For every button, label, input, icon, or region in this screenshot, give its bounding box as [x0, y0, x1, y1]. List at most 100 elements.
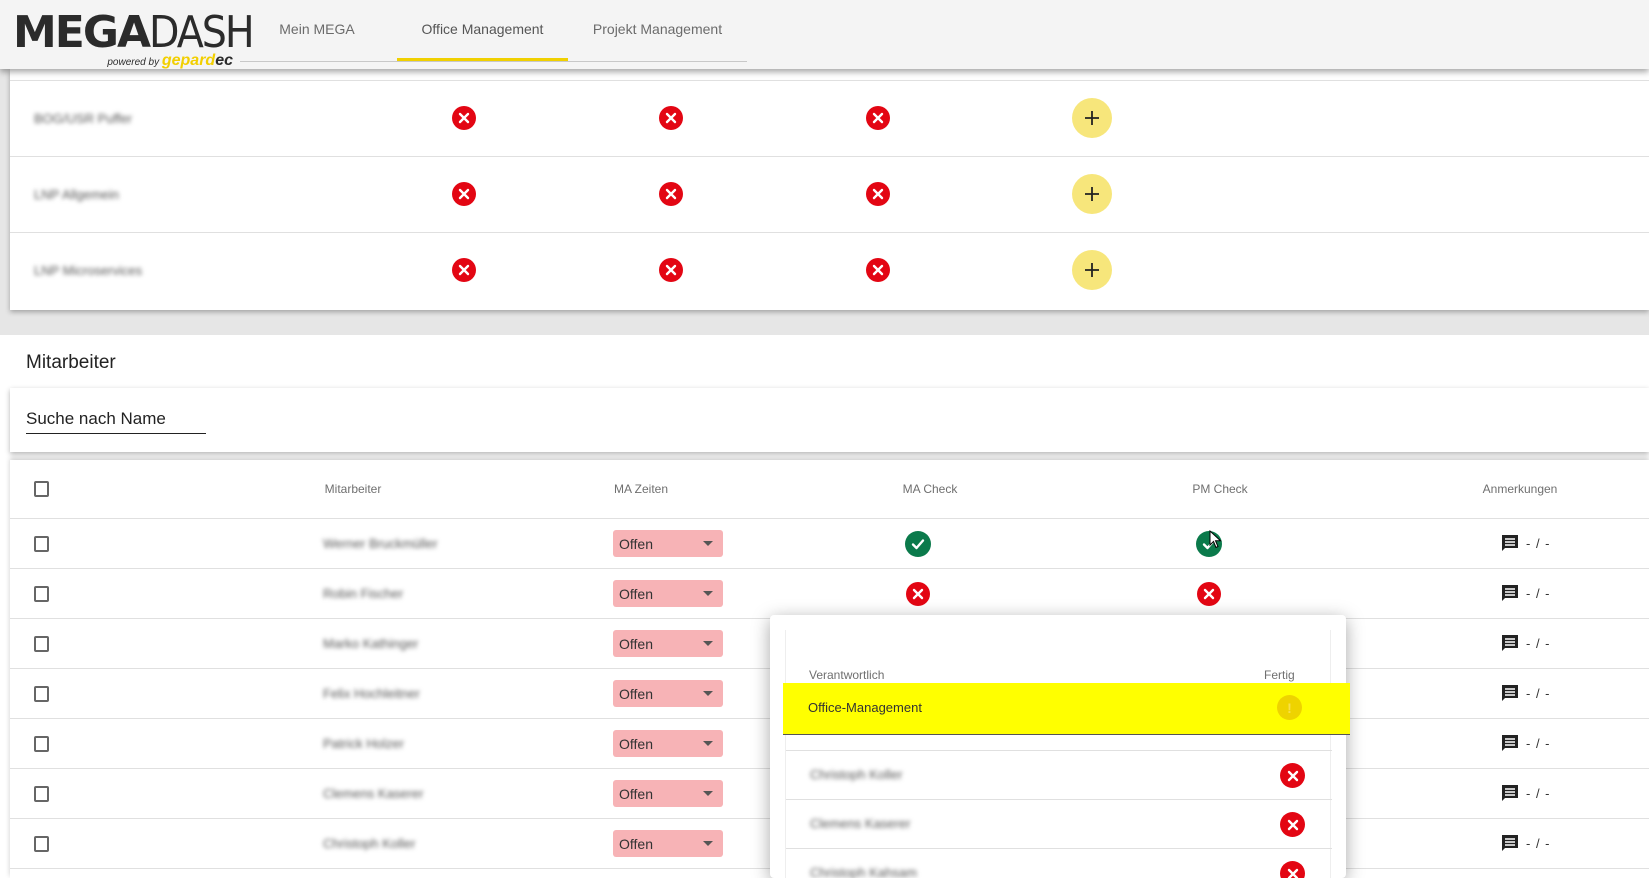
comment-icon: [1502, 535, 1518, 551]
row-checkbox[interactable]: [34, 736, 49, 752]
comment-icon: [1502, 685, 1518, 701]
popup-header-verantwortlich: Verantwortlich: [809, 668, 885, 682]
logo-text: MEGADASH: [13, 7, 255, 58]
table-row: Werner Bruckmüller Offen - / -: [10, 518, 1649, 568]
caret-down-icon: [703, 641, 713, 646]
x-circle-icon: [866, 106, 890, 130]
x-circle-icon: [866, 258, 890, 282]
notes-button[interactable]: - / -: [1500, 783, 1551, 803]
select-value: Offen: [619, 586, 653, 602]
x-circle-icon: [452, 106, 476, 130]
x-circle-icon: [659, 258, 683, 282]
ma-zeiten-select[interactable]: Offen: [613, 780, 723, 807]
gepardec-brand: gepardec: [162, 52, 233, 69]
popup-row: Clemens Kaserer: [786, 799, 1332, 848]
project-row: BOG/USR Puffer: [10, 80, 1649, 156]
x-circle-icon: [452, 182, 476, 206]
project-name: BOG/USR Puffer: [34, 111, 133, 126]
table-row: Robin Fischer Offen - / -: [10, 568, 1649, 618]
row-checkbox[interactable]: [34, 536, 49, 552]
ma-zeiten-select[interactable]: Offen: [613, 680, 723, 707]
x-circle-icon: [1280, 812, 1305, 837]
notes-text: - / -: [1526, 835, 1551, 851]
caret-down-icon: [703, 741, 713, 746]
popup-header-fertig: Fertig: [1264, 668, 1295, 682]
column-header-ma-zeiten[interactable]: MA Zeiten: [613, 482, 669, 496]
ma-zeiten-select[interactable]: Offen: [613, 630, 723, 657]
row-checkbox[interactable]: [34, 686, 49, 702]
select-value: Offen: [619, 536, 653, 552]
popup-row: Christoph Kahsam: [786, 848, 1332, 878]
column-header-pm-check[interactable]: PM Check: [1192, 482, 1248, 496]
notes-button[interactable]: - / -: [1500, 633, 1551, 653]
row-checkbox[interactable]: [34, 786, 49, 802]
plus-icon: [1085, 263, 1099, 277]
notes-button[interactable]: - / -: [1500, 833, 1551, 853]
column-header-anmerkungen[interactable]: Anmerkungen: [1482, 482, 1558, 496]
responsibility-popup: Verantwortlich Fertig Christoph Koller C…: [770, 615, 1346, 878]
project-status-card: BOG/USR Puffer LNP Allgemein LNP Microse…: [10, 69, 1649, 310]
select-value: Offen: [619, 686, 653, 702]
employee-name: Patrick Holzer: [323, 736, 404, 751]
tabs-divider: [240, 61, 747, 62]
column-header-mitarbeiter[interactable]: Mitarbeiter: [324, 482, 382, 496]
project-row: LNP Allgemein: [10, 156, 1649, 232]
notes-button[interactable]: - / -: [1500, 583, 1551, 603]
table-header: Mitarbeiter MA Zeiten MA Check PM Check …: [10, 460, 1649, 518]
ma-zeiten-select[interactable]: Offen: [613, 730, 723, 757]
highlighted-popup-row: Office-Management !: [783, 683, 1350, 735]
tab-office-management[interactable]: Office Management: [397, 0, 568, 61]
notes-button[interactable]: - / -: [1500, 683, 1551, 703]
select-value: Offen: [619, 786, 653, 802]
employee-name: Christoph Koller: [323, 836, 416, 851]
responsible-name: Christoph Kahsam: [810, 865, 917, 878]
check-circle-icon[interactable]: [1196, 531, 1222, 557]
notes-text: - / -: [1526, 735, 1551, 751]
notes-text: - / -: [1526, 585, 1551, 601]
x-circle-icon: [1280, 861, 1305, 878]
tab-mein-mega[interactable]: Mein MEGA: [279, 21, 355, 37]
project-row: LNP Microservices: [10, 232, 1649, 308]
megadash-logo[interactable]: MEGADASH powered by gepardec: [13, 7, 255, 70]
x-circle-icon: [452, 258, 476, 282]
project-name: LNP Allgemein: [34, 187, 120, 202]
comment-icon: [1502, 835, 1518, 851]
row-checkbox[interactable]: [34, 586, 49, 602]
notes-button[interactable]: - / -: [1500, 533, 1551, 553]
select-all-checkbox[interactable]: [34, 481, 49, 497]
powered-by-text: powered by: [107, 57, 160, 68]
popup-table: Verantwortlich Fertig Christoph Koller C…: [785, 630, 1332, 878]
row-checkbox[interactable]: [34, 636, 49, 652]
row-checkbox[interactable]: [34, 836, 49, 852]
plus-icon: [1085, 111, 1099, 125]
add-button[interactable]: [1072, 250, 1112, 290]
plus-icon: [1085, 187, 1099, 201]
caret-down-icon: [703, 841, 713, 846]
x-circle-icon[interactable]: [906, 582, 930, 606]
section-title: Mitarbeiter: [26, 352, 116, 373]
popup-row: Christoph Koller: [786, 750, 1332, 799]
comment-icon: [1502, 585, 1518, 601]
check-circle-icon[interactable]: [905, 531, 931, 557]
employee-name: Marko Kathinger: [323, 636, 419, 651]
exclamation-circle-icon: !: [1277, 695, 1302, 720]
project-name: LNP Microservices: [34, 263, 143, 278]
comment-icon: [1502, 735, 1518, 751]
ma-zeiten-select[interactable]: Offen: [613, 830, 723, 857]
x-circle-icon[interactable]: [1197, 582, 1221, 606]
comment-icon: [1502, 635, 1518, 651]
ma-zeiten-select[interactable]: Offen: [613, 530, 723, 557]
brand-part2: ec: [215, 52, 233, 69]
ma-zeiten-select[interactable]: Offen: [613, 580, 723, 607]
notes-button[interactable]: - / -: [1500, 733, 1551, 753]
x-circle-icon: [659, 182, 683, 206]
notes-text: - / -: [1526, 785, 1551, 801]
column-header-ma-check[interactable]: MA Check: [902, 482, 958, 496]
x-circle-icon: [659, 106, 683, 130]
add-button[interactable]: [1072, 174, 1112, 214]
search-input[interactable]: [26, 404, 206, 434]
logo-mega: MEGA: [13, 7, 151, 58]
add-button[interactable]: [1072, 98, 1112, 138]
tab-projekt-management[interactable]: Projekt Management: [592, 21, 723, 37]
notes-text: - / -: [1526, 635, 1551, 651]
